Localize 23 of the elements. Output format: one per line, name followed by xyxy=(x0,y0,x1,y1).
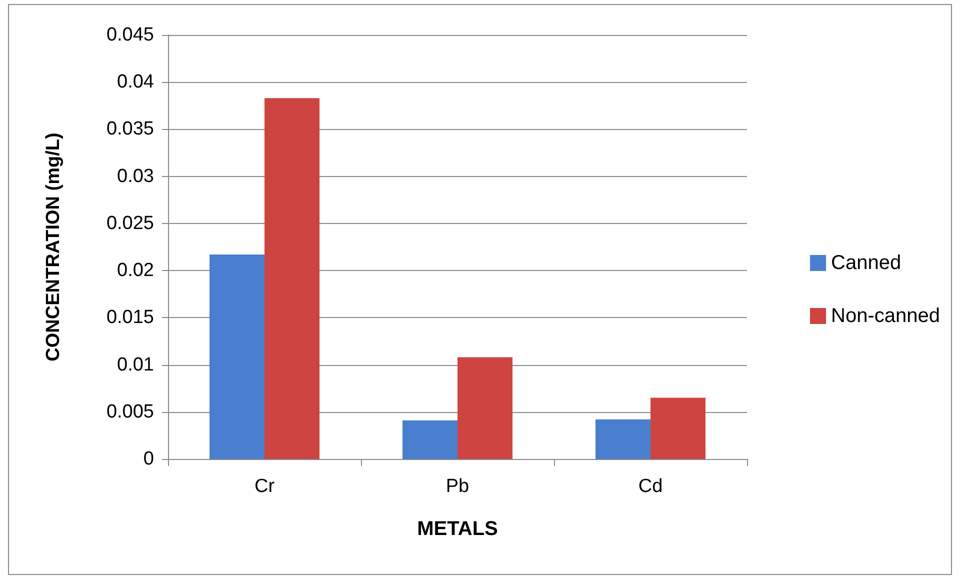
y-tick-label: 0.02 xyxy=(117,260,154,282)
bar xyxy=(458,357,513,459)
y-tick-label: 0.04 xyxy=(117,72,154,93)
y-tick-label: 0.035 xyxy=(106,118,154,140)
bar xyxy=(209,254,264,459)
y-axis-title: CONCENTRATION (mg/L) xyxy=(43,132,64,362)
x-tick-label: Cr xyxy=(254,476,276,497)
x-tick-label: Pb xyxy=(446,476,470,497)
x-axis-title: METALS xyxy=(417,518,498,540)
x-tick-label: Cd xyxy=(638,476,663,497)
y-tick-label: 0.01 xyxy=(117,354,154,376)
y-tick-label: 0.015 xyxy=(106,307,154,328)
bar xyxy=(595,419,650,459)
y-tick-label: 0.03 xyxy=(117,166,154,187)
y-tick-label: 0.025 xyxy=(106,212,154,234)
bar xyxy=(402,420,458,459)
legend-label: Non-canned xyxy=(831,305,940,327)
bar xyxy=(650,398,706,459)
bar xyxy=(264,98,320,459)
y-tick-label: 0.005 xyxy=(106,401,154,422)
y-tick-label: 0 xyxy=(143,448,154,470)
legend-label: Canned xyxy=(831,252,902,274)
y-tick-label: 0.045 xyxy=(106,24,154,46)
